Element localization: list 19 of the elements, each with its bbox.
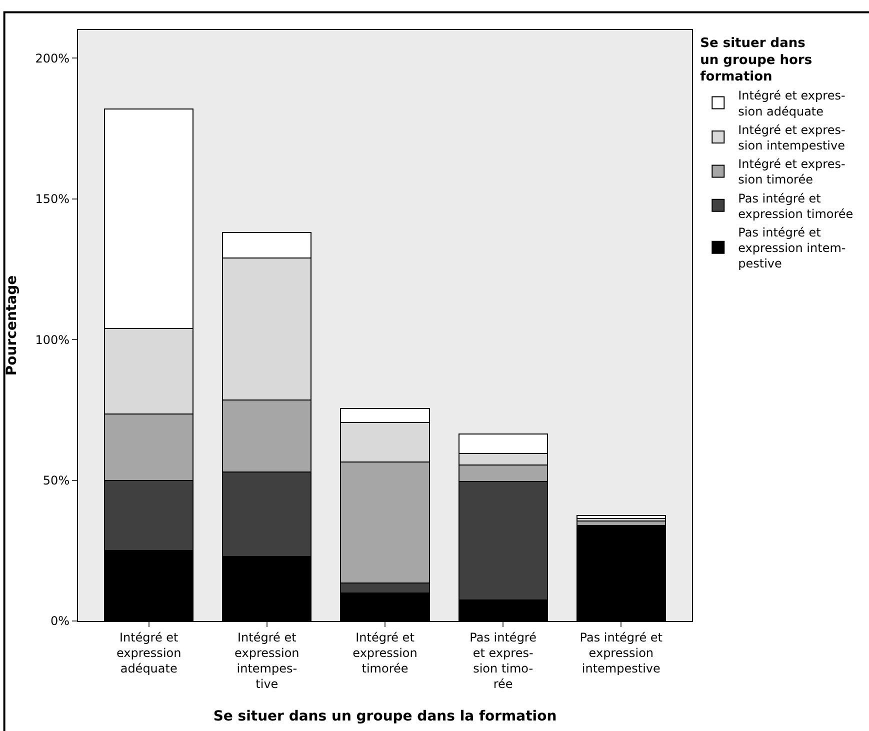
legend-label: Pas intégré et expression timorée [738,191,854,221]
y-tick-label: 0% [50,614,70,628]
legend-label: Intégré et expres- sion adéquate [738,88,846,118]
x-axis-title: Se situer dans un groupe dans la formation [213,708,557,724]
legend-label: Intégré et expres- sion timorée [738,157,846,187]
x-tick-label: Intégré et expression adéquate [116,630,182,676]
x-tick-label: Pas intégré et expres- sion timo- rée [470,630,536,692]
legend-title: Se situer dans un groupe hors formation [700,36,812,85]
x-tick-label: Intégré et expression intempes- tive [234,630,300,692]
x-tick-label: Pas intégré et expression intempestive [580,630,663,676]
y-tick-label: 50% [42,473,70,488]
legend-label: Intégré et expres- sion intempestive [738,122,846,152]
x-tick-label: Intégré et expression timorée [352,630,418,676]
y-tick-label: 150% [35,192,70,206]
y-tick-label: 100% [35,332,70,347]
legend-label: Pas intégré et expression intem- pestive [738,225,846,271]
y-axis-title: Pourcentage [4,275,20,376]
bar [576,514,666,519]
y-tick-label: 200% [35,51,70,66]
